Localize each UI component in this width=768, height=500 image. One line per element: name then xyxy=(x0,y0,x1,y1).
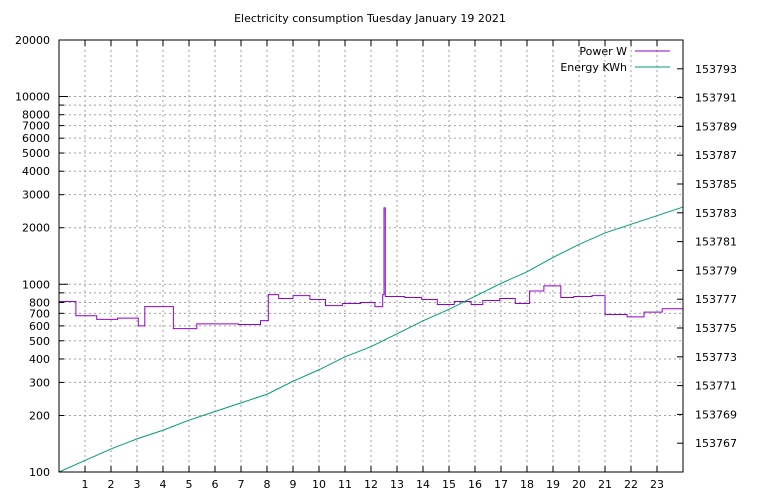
x-tick-label: 8 xyxy=(264,478,271,491)
x-tick-label: 23 xyxy=(650,478,664,491)
series-energy-kwh-line xyxy=(58,206,684,473)
y2-tick-label: 153773 xyxy=(695,351,737,364)
y-tick-label: 400 xyxy=(29,353,50,366)
y-tick-label: 1000 xyxy=(22,278,50,291)
plot-frame xyxy=(58,39,684,473)
x-tick-label: 18 xyxy=(520,478,534,491)
x-tick-label: 3 xyxy=(134,478,141,491)
y-tick-label: 600 xyxy=(29,320,50,333)
y2-tick-label: 153775 xyxy=(695,322,737,335)
y-tick-label: 4000 xyxy=(22,165,50,178)
y-tick-label: 5000 xyxy=(22,147,50,160)
x-tick-label: 15 xyxy=(442,478,456,491)
x-tick-label: 10 xyxy=(312,478,326,491)
y2-tick-label: 153777 xyxy=(695,293,737,306)
y2-tick-label: 153785 xyxy=(695,178,737,191)
x-tick-label: 12 xyxy=(364,478,378,491)
y2-tick-label: 153769 xyxy=(695,408,737,421)
x-tick-label: 5 xyxy=(186,478,193,491)
y2-axis: 153767 153769 153771 153773 153775 153777 1537… xyxy=(677,63,737,450)
x-tick-label: 9 xyxy=(290,478,297,491)
legend-label-power-w: Power W xyxy=(579,45,627,58)
y2-tick-label: 153781 xyxy=(695,236,737,249)
y2-tick-label: 153787 xyxy=(695,149,737,162)
x-tick-label: 4 xyxy=(160,478,167,491)
y2-tick-label: 153791 xyxy=(695,92,737,105)
y-tick-label: 6000 xyxy=(22,132,50,145)
y-tick-label: 200 xyxy=(29,409,50,422)
x-tick-label: 1 xyxy=(82,478,89,491)
x-tick-label: 6 xyxy=(212,478,219,491)
y-tick-label: 7000 xyxy=(22,120,50,133)
x-tick-label: 21 xyxy=(598,478,612,491)
x-tick-label: 22 xyxy=(624,478,638,491)
y2-tick-label: 153771 xyxy=(695,380,737,393)
x-tick-label: 2 xyxy=(108,478,115,491)
x-tick-label: 17 xyxy=(494,478,508,491)
y-tick-label: 8000 xyxy=(22,109,50,122)
y2-tick-label: 153767 xyxy=(695,437,737,450)
y-tick-label: 100 xyxy=(29,466,50,479)
x-tick-label: 19 xyxy=(546,478,560,491)
series-layer xyxy=(58,206,684,473)
grid-lines xyxy=(59,40,683,472)
y2-tick-label: 153779 xyxy=(695,264,737,277)
y2-tick-label: 153783 xyxy=(695,207,737,220)
series-power-w-line xyxy=(59,207,683,330)
legend: Power W Energy KWh xyxy=(560,45,670,74)
y-tick-label: 10000 xyxy=(15,91,50,104)
x-tick-label: 16 xyxy=(468,478,482,491)
y-tick-label: 20000 xyxy=(15,34,50,47)
x-tick-label: 7 xyxy=(238,478,245,491)
x-tick-label: 11 xyxy=(338,478,352,491)
x-tick-label: 14 xyxy=(416,478,430,491)
y2-tick-label: 153793 xyxy=(695,63,737,76)
y-tick-label: 700 xyxy=(29,307,50,320)
x-tick-label: 13 xyxy=(390,478,404,491)
y-tick-label: 3000 xyxy=(22,189,50,202)
y-tick-label: 300 xyxy=(29,376,50,389)
y-tick-label: 800 xyxy=(29,296,50,309)
legend-label-energy-kwh: Energy KWh xyxy=(560,61,627,74)
y-tick-label: 500 xyxy=(29,335,50,348)
y2-tick-label: 153789 xyxy=(695,120,737,133)
x-tick-label: 20 xyxy=(572,478,586,491)
y-tick-label: 2000 xyxy=(22,222,50,235)
chart-title: Electricity consumption Tuesday January … xyxy=(234,12,506,25)
x-axis: 1 2 3 4 5 6 7 8 9 10 11 12 13 14 15 16 17 18 19 20 21 22 23 xyxy=(82,40,664,491)
